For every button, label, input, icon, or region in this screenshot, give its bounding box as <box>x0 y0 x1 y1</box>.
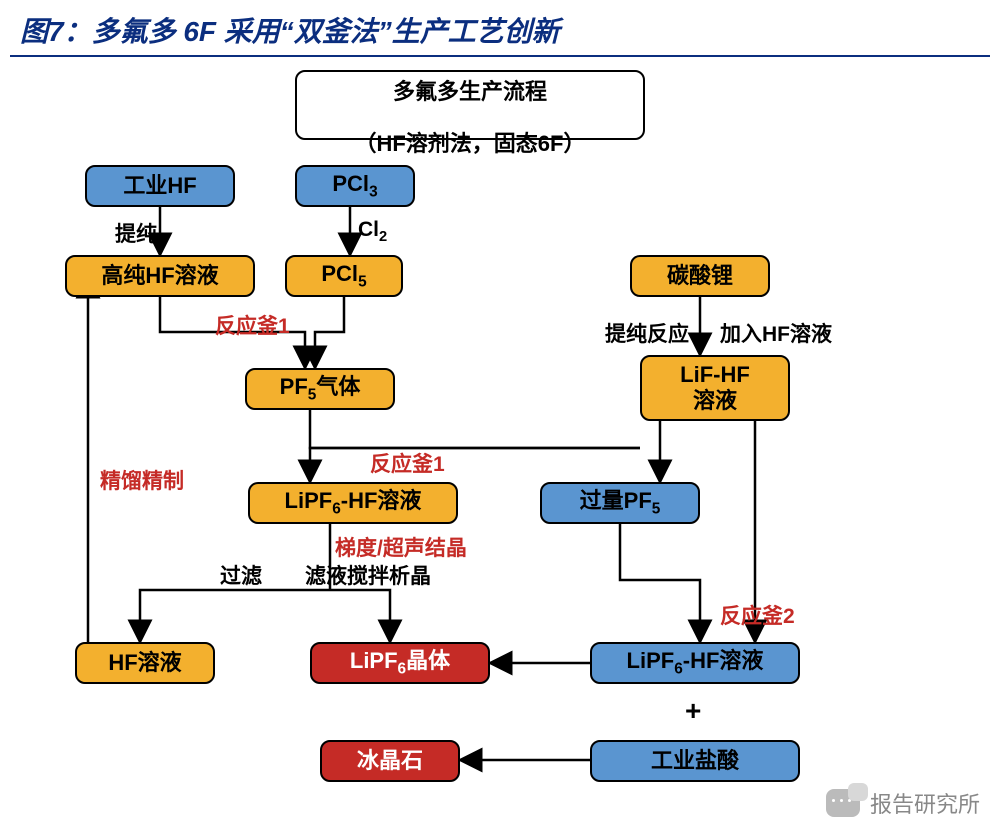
node-hf-solution: HF溶液 <box>75 642 215 684</box>
node-lipf6-crystal: LiPF6晶体 <box>310 642 490 684</box>
watermark-text: 报告研究所 <box>870 787 980 819</box>
node-lif-hf: LiF-HF溶液 <box>640 355 790 421</box>
node-li2co3: 碳酸锂 <box>630 255 770 297</box>
label-purify-rxn: 提纯反应 <box>605 318 689 348</box>
label-reactor-1b: 反应釜1 <box>370 448 445 478</box>
node-pf5-gas: PF5气体 <box>245 368 395 410</box>
wechat-icon <box>826 789 860 817</box>
label-reactor-2: 反应釜2 <box>720 600 795 630</box>
header-line2: （HF溶剂法，固态6F） <box>354 131 585 156</box>
node-pure-hf: 高纯HF溶液 <box>65 255 255 297</box>
node-excess-pf5: 过量PF5 <box>540 482 700 524</box>
label-plus: + <box>685 695 701 727</box>
node-cryolite: 冰晶石 <box>320 740 460 782</box>
figure-title: 图7：多氟多 6F 采用“双釜法”生产工艺创新 <box>20 10 560 50</box>
label-cl2: Cl2 <box>358 218 387 245</box>
node-pcl5: PCl5 <box>285 255 403 297</box>
node-industrial-hf: 工业HF <box>85 165 235 207</box>
node-hcl: 工业盐酸 <box>590 740 800 782</box>
label-gradient-crys: 梯度/超声结晶 <box>335 532 467 562</box>
flowchart-canvas: 多氟多生产流程 （HF溶剂法，固态6F） 工业HF PCl3 高纯HF溶液 PC… <box>0 60 1000 820</box>
header-line1: 多氟多生产流程 <box>393 79 547 104</box>
label-reactor-1a: 反应釜1 <box>215 310 290 340</box>
node-lipf6-hf-1: LiPF6-HF溶液 <box>248 482 458 524</box>
label-filter: 过滤 <box>220 560 262 590</box>
header-box: 多氟多生产流程 （HF溶剂法，固态6F） <box>295 70 645 140</box>
label-add-hf: 加入HF溶液 <box>720 318 832 348</box>
node-lipf6-hf-2: LiPF6-HF溶液 <box>590 642 800 684</box>
label-distill: 精馏精制 <box>100 465 184 495</box>
node-pcl3: PCl3 <box>295 165 415 207</box>
label-stir-crys: 滤液搅拌析晶 <box>305 560 431 590</box>
watermark: 报告研究所 <box>826 787 980 819</box>
label-purify: 提纯 <box>115 218 157 248</box>
